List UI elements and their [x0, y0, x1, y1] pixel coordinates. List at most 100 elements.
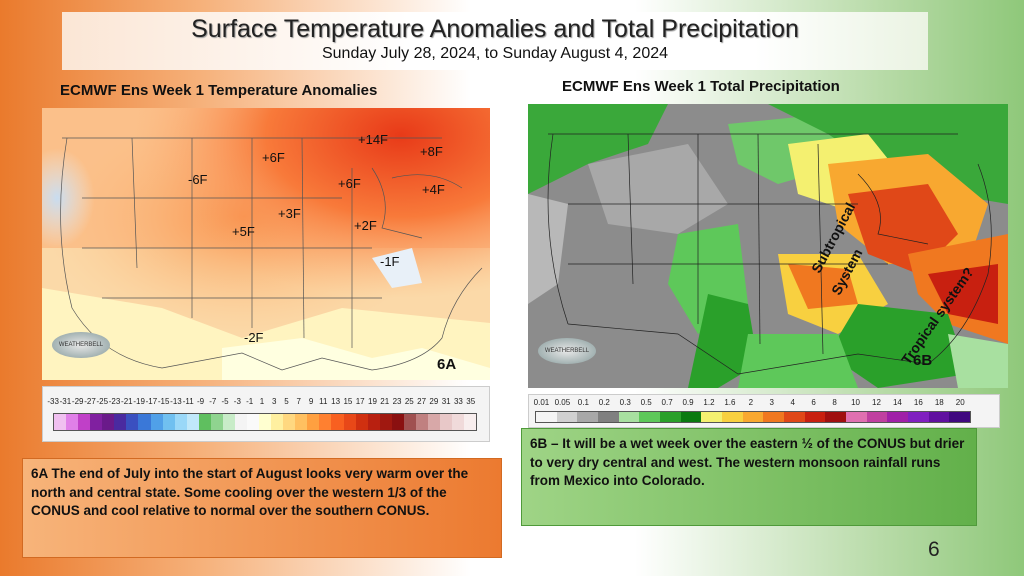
- temperature-colorbar-tick-label: 21: [380, 397, 390, 406]
- temperature-colorbar-swatch: [198, 414, 211, 430]
- temperature-description: 6A The end of July into the start of Aug…: [22, 458, 502, 558]
- precipitation-colorbar-tick-label: 0.5: [640, 398, 652, 407]
- temperature-colorbar-swatch: [247, 414, 260, 430]
- temperature-colorbar-swatch: [307, 414, 320, 430]
- temperature-colorbar-swatch: [440, 414, 453, 430]
- temperature-colorbar-tick-label: -33: [47, 397, 59, 406]
- temperature-colorbar-swatch: [379, 414, 392, 430]
- temperature-colorbar-swatch: [403, 414, 416, 430]
- temperature-colorbar-tick-label: 17: [355, 397, 365, 406]
- precipitation-colorbar-tick-label: 0.3: [619, 398, 631, 407]
- temperature-colorbar-tick-label: 11: [319, 397, 328, 406]
- temperature-colorbar-tick-label: -3: [233, 397, 241, 406]
- temperature-colorbar-swatch: [54, 414, 67, 430]
- weatherbell-logo-left: WEATHERBELL: [52, 332, 110, 358]
- precipitation-colorbar-swatch: [556, 412, 578, 422]
- precipitation-colorbar-tick-label: 0.2: [598, 398, 610, 407]
- temperature-colorbar-swatch: [90, 414, 103, 430]
- precipitation-colorbar-swatch: [825, 412, 847, 422]
- anomaly-label-new-york: +4F: [422, 182, 445, 197]
- precipitation-colorbar-tick-label: 2: [748, 398, 754, 407]
- slide-subtitle: Sunday July 28, 2024, to Sunday August 4…: [321, 45, 669, 62]
- temperature-colorbar-swatch: [114, 414, 127, 430]
- precipitation-colorbar-tick-label: 14: [892, 398, 902, 407]
- precipitation-colorbar-tick-label: 0.01: [533, 398, 550, 407]
- temperature-colorbar-swatch: [331, 414, 344, 430]
- temperature-colorbar-tick-label: -7: [209, 397, 217, 406]
- temperature-colorbar-swatch: [415, 414, 428, 430]
- temperature-colorbar-tick-label: -15: [157, 397, 170, 406]
- precipitation-colorbar-swatch: [866, 412, 888, 422]
- temperature-colorbar-swatch: [234, 414, 247, 430]
- anomaly-label-northeast: +8F: [420, 144, 443, 159]
- temperature-colorbar-tick-label: 19: [368, 397, 377, 406]
- precipitation-colorbar: [535, 411, 971, 423]
- temperature-colorbar-swatch: [391, 414, 404, 430]
- precipitation-colorbar-swatch: [701, 412, 723, 422]
- anomaly-label-southeast: -1F: [380, 254, 400, 269]
- temperature-colorbar-tick-label: 1: [259, 397, 265, 406]
- precipitation-colorbar-swatch: [804, 412, 826, 422]
- temperature-colorbar-swatch: [78, 414, 91, 430]
- anomaly-label-great-lakes: +14F: [358, 132, 388, 147]
- temperature-colorbar-swatch: [283, 414, 296, 430]
- precipitation-colorbar-tick-label: 0.05: [554, 398, 571, 407]
- temperature-colorbar-tick-label: 27: [417, 397, 427, 406]
- precipitation-map-heading: ECMWF Ens Week 1 Total Precipitation: [562, 78, 840, 95]
- temperature-colorbar-tick-label: 3: [271, 397, 277, 406]
- temperature-colorbar-swatch: [210, 414, 223, 430]
- precipitation-colorbar-tick-label: 0.1: [577, 398, 589, 407]
- temperature-colorbar-swatch: [427, 414, 440, 430]
- temperature-colorbar-swatch: [66, 414, 79, 430]
- anomaly-label-northwest: -6F: [188, 172, 208, 187]
- anomaly-label-colorado: +5F: [232, 224, 255, 239]
- precipitation-colorbar-swatch: [887, 412, 909, 422]
- precipitation-colorbar-ticks: 0.01 0.05 0.1 0.2 0.3 0.5 0.7 0.9 1.2 1.6 2 3 4 6 8 10 1…: [531, 398, 971, 407]
- temperature-colorbar-tick-label: 5: [284, 397, 289, 406]
- panel-tag-6b: 6B: [913, 352, 933, 369]
- precipitation-colorbar-tick-label: 3: [769, 398, 774, 407]
- temperature-colorbar-swatch: [162, 414, 175, 430]
- temperature-colorbar-swatch: [102, 414, 115, 430]
- temperature-colorbar-swatch: [186, 414, 199, 430]
- precipitation-colorbar-tick-label: 1.6: [724, 398, 736, 407]
- precipitation-colorbar-tick-label: 4: [790, 398, 795, 407]
- temperature-colorbar-swatch: [355, 414, 368, 430]
- precipitation-map: [528, 104, 1008, 388]
- anomaly-label-texas: -2F: [244, 330, 264, 345]
- temperature-colorbar-tick-label: -29: [71, 397, 84, 406]
- temperature-colorbar-tick-label: -13: [170, 397, 182, 406]
- temperature-colorbar-swatch: [126, 414, 139, 430]
- precipitation-colorbar-tick-label: 1.2: [703, 398, 715, 407]
- precipitation-colorbar-swatch: [908, 412, 929, 422]
- precipitation-colorbar-swatch: [928, 412, 950, 422]
- title-banner: Surface Temperature Anomalies and Total …: [62, 12, 928, 70]
- anomaly-label-ohio-valley: +2F: [354, 218, 377, 233]
- temperature-colorbar-swatch: [222, 414, 235, 430]
- weatherbell-logo-right: WEATHERBELL: [538, 338, 596, 364]
- temperature-colorbar-tick-label: 9: [308, 397, 314, 406]
- temperature-colorbar-tick-label: -9: [196, 397, 205, 406]
- temperature-colorbar-tick-label: -17: [145, 397, 158, 406]
- temperature-colorbar-tick-label: 15: [343, 397, 353, 406]
- temperature-colorbar-tick-label: 25: [404, 397, 414, 406]
- temperature-colorbar: [53, 413, 477, 431]
- precipitation-colorbar-swatch: [784, 412, 805, 422]
- temperature-colorbar-tick-label: 13: [331, 397, 341, 406]
- temperature-colorbar-tick-label: -5: [221, 397, 229, 406]
- anomaly-label-michigan: +6F: [338, 176, 361, 191]
- temperature-colorbar-swatch: [319, 414, 332, 430]
- anomaly-label-central-plains: +3F: [278, 206, 301, 221]
- precipitation-colorbar-swatch: [680, 412, 702, 422]
- temperature-colorbar-tick-label: 29: [429, 397, 439, 406]
- temperature-colorbar-swatch: [452, 414, 465, 430]
- precipitation-colorbar-tick-label: 0.9: [682, 398, 694, 407]
- precipitation-colorbar-swatch: [742, 412, 764, 422]
- precipitation-colorbar-swatch: [660, 412, 681, 422]
- temperature-colorbar-tick-label: -25: [96, 397, 109, 406]
- temperature-colorbar-tick-label: -21: [121, 397, 133, 406]
- temperature-colorbar-tick-label: -19: [133, 397, 145, 406]
- temperature-colorbar-tick-label: 31: [441, 397, 451, 406]
- precipitation-colorbar-swatch: [949, 412, 971, 422]
- temperature-colorbar-tick-label: 23: [392, 397, 402, 406]
